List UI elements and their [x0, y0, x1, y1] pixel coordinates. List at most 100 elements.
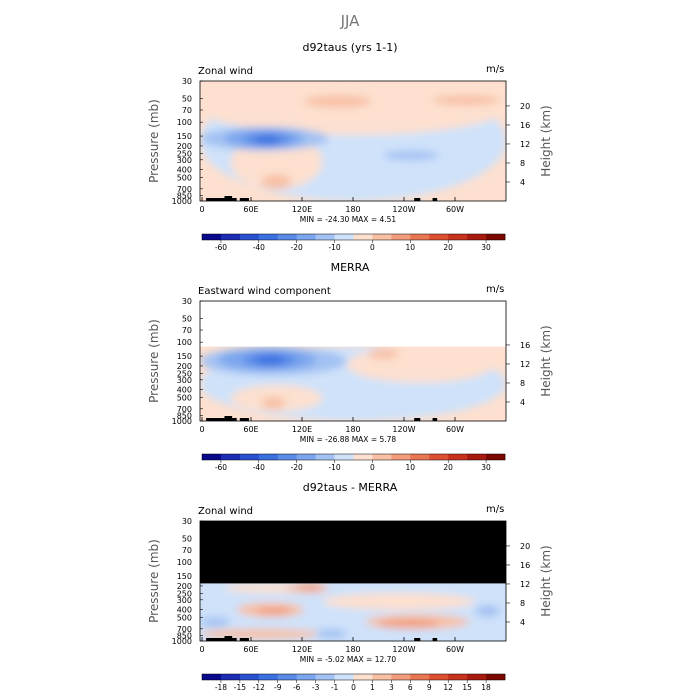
colorbar-label: 18	[481, 683, 491, 692]
x-tick-label: 120W	[392, 645, 415, 654]
y-tick-label: 500	[177, 173, 192, 182]
colorbar-swatch	[202, 234, 222, 240]
colorbar-label: -6	[293, 683, 301, 692]
missing-data-mask	[200, 301, 506, 347]
height-tick-label: 8	[520, 159, 525, 168]
colorbar-frame	[201, 453, 506, 461]
x-tick-label: 120E	[292, 645, 312, 654]
colorbar-swatch	[486, 454, 506, 460]
panel-units-label: m/s	[486, 64, 504, 75]
topography	[432, 418, 438, 421]
y-tick-label: 300	[177, 596, 192, 605]
colorbar-swatch	[334, 234, 354, 240]
y-tick-label: 50	[182, 314, 192, 323]
panel-1: d92taus (yrs 1-1) Zonal wind m/s 0 60E 120E 18…	[147, 41, 553, 252]
panel-2: MERRA Eastward wind component m/s 0 60E 120E 1…	[147, 261, 553, 472]
colorbar-swatch	[429, 674, 449, 680]
colorbar-swatch	[296, 674, 316, 680]
colorbar-label: -60	[215, 243, 227, 252]
y-tick-label: 250	[177, 590, 192, 599]
colorbar-label: 6	[408, 683, 413, 692]
colorbar: -18 -15 -12 -9 -6 -3 -1 0 1 3 6 9 12 15 18	[201, 673, 506, 692]
colorbar-label: -3	[312, 683, 320, 692]
y-tick-label: 300	[177, 376, 192, 385]
colorbar-swatch	[353, 674, 373, 680]
colorbar-swatch	[448, 454, 468, 460]
y-axis-label: Pressure (mb)	[147, 99, 161, 183]
field-contour	[377, 619, 439, 628]
topography	[239, 418, 249, 421]
colorbar-swatch	[315, 234, 335, 240]
x-tick-label: 180	[345, 205, 360, 214]
y-tick-label: 700	[177, 405, 192, 414]
colorbar-label: 30	[481, 463, 491, 472]
colorbar-swatch	[258, 454, 279, 460]
stats-label: MIN = -24.30 MAX = 4.51	[300, 215, 397, 224]
panel-variable-label: Eastward wind component	[198, 286, 331, 297]
colorbar-swatch	[220, 234, 241, 240]
colorbar-label: -40	[253, 463, 265, 472]
x-tick-label: 60W	[446, 425, 464, 434]
colorbar-swatch	[391, 674, 411, 680]
height-tick-label: 12	[520, 140, 530, 149]
colorbar-label: 30	[481, 243, 491, 252]
y-tick-label: 70	[182, 106, 192, 115]
field-contour	[322, 593, 476, 610]
y-tick-label: 70	[182, 546, 192, 555]
colorbar-swatch	[467, 674, 487, 680]
y-tick-label: 500	[177, 393, 192, 402]
y-tick-label: 850	[177, 411, 192, 420]
colorbar-label: 1	[370, 683, 375, 692]
colorbar-swatch	[448, 674, 468, 680]
field-contour	[255, 607, 292, 615]
y-tick-label: 400	[177, 166, 192, 175]
colorbar-label: -1	[331, 683, 339, 692]
y-tick-label: 850	[177, 191, 192, 200]
colorbar-swatch	[239, 234, 260, 240]
colorbar-swatch	[486, 674, 506, 680]
colorbar-label: 9	[427, 683, 432, 692]
height-tick-label: 20	[520, 542, 530, 551]
y-tick-label: 150	[177, 352, 192, 361]
y-tick-label: 1000	[172, 637, 192, 646]
height-tick-label: 16	[520, 561, 530, 570]
y-tick-label: 700	[177, 625, 192, 634]
y-tick-label: 150	[177, 132, 192, 141]
topography	[432, 198, 438, 201]
colorbar-label: 10	[406, 463, 416, 472]
y-tick-label: 50	[182, 94, 192, 103]
topography	[224, 196, 233, 201]
colorbar-swatch	[334, 674, 354, 680]
colorbar-swatch	[410, 454, 430, 460]
field-contour	[200, 81, 506, 135]
height-tick-label: 12	[520, 360, 530, 369]
colorbar-swatch	[467, 234, 487, 240]
colorbar-label: -15	[234, 683, 246, 692]
field-contour	[316, 629, 347, 639]
colorbar-label: 12	[443, 683, 453, 692]
colorbar-label: -20	[291, 463, 303, 472]
colorbar-label: -12	[253, 683, 265, 692]
y-tick-label: 200	[177, 362, 192, 371]
stats-label: MIN = -5.02 MAX = 12.70	[300, 655, 397, 664]
x-tick-label: 120E	[292, 205, 312, 214]
colorbar-swatch	[353, 234, 373, 240]
field-contour	[432, 95, 500, 105]
colorbar-label: -40	[253, 243, 265, 252]
colorbar-label: 20	[443, 243, 453, 252]
field-contour	[255, 355, 286, 365]
colorbar-label: -10	[328, 463, 340, 472]
colorbar-swatch	[277, 454, 297, 460]
y-tick-label: 200	[177, 142, 192, 151]
height-tick-label: 16	[520, 121, 530, 130]
colorbar-swatch	[277, 674, 297, 680]
topography	[206, 198, 237, 201]
colorbar-swatch	[391, 454, 411, 460]
y-tick-label: 500	[177, 613, 192, 622]
colorbar-label: -20	[291, 243, 303, 252]
colorbar-swatch	[239, 454, 260, 460]
x-tick-label: 0	[199, 205, 204, 214]
x-tick-label: 120W	[392, 425, 415, 434]
panel-field	[200, 301, 506, 421]
